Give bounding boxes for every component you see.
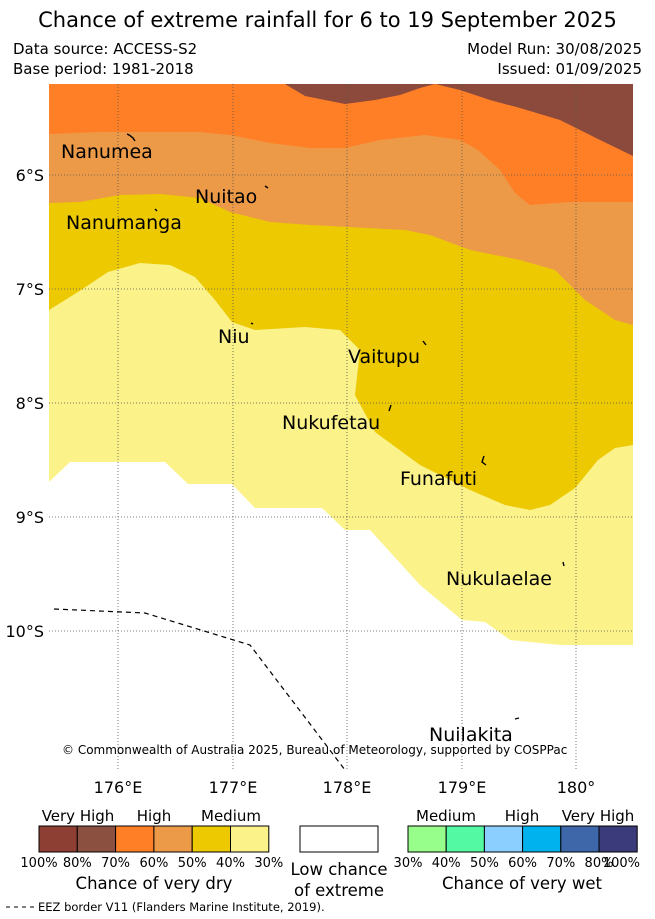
graticule xyxy=(49,84,633,770)
legend-dry-tick: 40% xyxy=(216,856,245,871)
legend-dry-header: Very High xyxy=(42,807,115,825)
legend-dry-swatch xyxy=(191,825,231,853)
legend-dry-tick: 100% xyxy=(20,856,57,871)
legend-wet-swatch xyxy=(560,825,600,853)
island-label: Nukufetau xyxy=(282,412,380,434)
eez-border xyxy=(53,608,346,771)
island-label: Nuilakita xyxy=(429,724,513,746)
legend-wet-swatch xyxy=(407,825,447,853)
island-landmass xyxy=(388,404,392,412)
eez-note: EEZ border V11 (Flanders Marine Institut… xyxy=(38,900,325,914)
legend-wet-swatch xyxy=(522,825,562,853)
legend-wet-tick: 80% xyxy=(585,856,614,871)
lon-label: 179°E xyxy=(438,778,487,797)
copyright-notice: © Commonwealth of Australia 2025, Bureau… xyxy=(62,743,567,757)
legend-wet-swatch xyxy=(598,825,638,853)
legend-dry-tick: 30% xyxy=(254,856,283,871)
data-source: Data source: ACCESS-S2 xyxy=(13,40,198,58)
lon-label: 180° xyxy=(557,778,596,797)
lat-label: 9°S xyxy=(16,508,44,527)
legend-wet-tick: 70% xyxy=(546,856,575,871)
island-label: Nuitao xyxy=(195,186,257,208)
island-landmass xyxy=(264,185,269,189)
island-landmass xyxy=(562,561,565,567)
map-title: Chance of extreme rainfall for 6 to 19 S… xyxy=(38,8,617,32)
legend-wet-header: Medium xyxy=(416,807,476,825)
legend-dry-caption: Chance of very dry xyxy=(76,874,233,893)
lon-label: 176°E xyxy=(94,778,143,797)
island-landmass xyxy=(126,133,136,142)
legend-dry-swatch xyxy=(115,825,155,853)
island-landmass xyxy=(154,208,158,212)
legend-low-caption: Low chance xyxy=(290,860,387,879)
legend-dry-header: High xyxy=(137,807,171,825)
legend-dry-tick: 70% xyxy=(101,856,130,871)
islands: Nanumea Nuitao Nanumanga Niu Vaitupu Nukufeta… xyxy=(61,133,565,746)
issued-date: Issued: 01/09/2025 xyxy=(497,60,642,78)
legend-wet-header: Very High xyxy=(562,807,635,825)
island-label: Nukulaelae xyxy=(446,568,552,590)
legend-dry-header: Medium xyxy=(201,807,261,825)
legend-wet-tick: 50% xyxy=(470,856,499,871)
legend-dry-swatch xyxy=(76,825,117,853)
legend-dry-tick: 80% xyxy=(63,856,92,871)
island-label: Niu xyxy=(218,326,250,348)
lat-label: 7°S xyxy=(16,280,44,299)
legend-wet-tick: 100% xyxy=(603,856,640,871)
legend-dry-swatch xyxy=(230,825,270,853)
island-label: Nanumea xyxy=(61,141,153,163)
island-label: Vaitupu xyxy=(348,346,420,368)
lon-label: 178°E xyxy=(323,778,372,797)
legend-wet-header: High xyxy=(505,807,539,825)
legend-low-swatch xyxy=(299,825,379,853)
island-landmass xyxy=(422,340,427,346)
base-period: Base period: 1981-2018 xyxy=(13,60,194,78)
legend-dry-swatch xyxy=(153,825,193,853)
island-label: Nanumanga xyxy=(66,212,182,234)
legend-wet-tick: 60% xyxy=(508,856,537,871)
model-run: Model Run: 30/08/2025 xyxy=(467,40,642,58)
lat-label: 6°S xyxy=(16,166,44,185)
lat-label: 8°S xyxy=(16,394,44,413)
lat-label: 10°S xyxy=(5,622,44,641)
legend-wet-swatch xyxy=(483,825,524,853)
zone-very-high-dry xyxy=(285,84,633,156)
lon-label: 177°E xyxy=(209,778,258,797)
island-landmass xyxy=(250,322,254,325)
legend-dry-tick: 50% xyxy=(178,856,207,871)
island-landmass xyxy=(514,717,520,720)
island-landmass xyxy=(481,455,487,466)
legend-wet-tick: 30% xyxy=(394,856,423,871)
legend-dry-tick: 60% xyxy=(139,856,168,871)
zone-high-dry-70 xyxy=(49,84,633,205)
legend-wet-swatch xyxy=(445,825,485,853)
legend-wet-caption: Chance of very wet xyxy=(442,874,603,893)
legend-wet-tick: 40% xyxy=(432,856,461,871)
island-label: Funafuti xyxy=(400,468,477,490)
legend-dry-swatch xyxy=(38,825,78,853)
legend-low-caption: of extreme xyxy=(294,881,384,900)
